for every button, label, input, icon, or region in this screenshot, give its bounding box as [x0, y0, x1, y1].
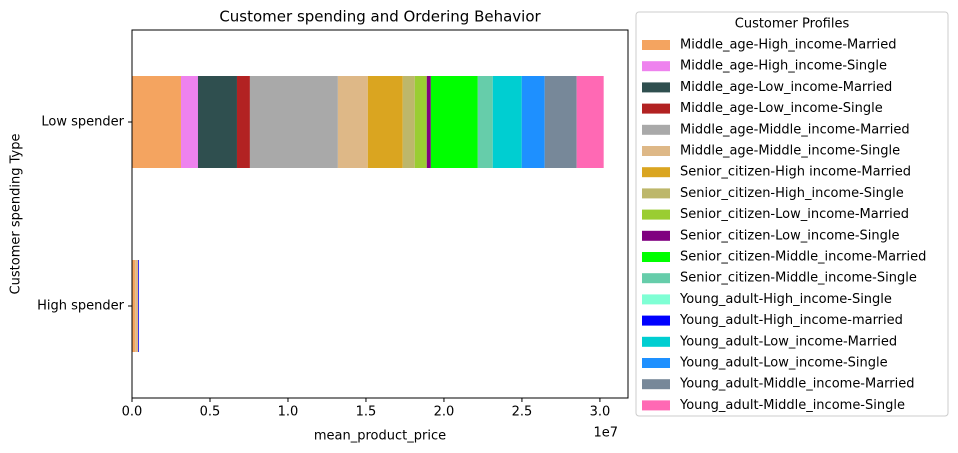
bar-segment — [521, 76, 545, 168]
legend-swatch — [642, 294, 670, 305]
legend-label: Young_adult-Low_income-Married — [679, 334, 897, 349]
legend-swatch — [642, 146, 670, 156]
legend-label: Senior_citizen-Low_income-Married — [680, 207, 909, 222]
legend-label: Senior_citizen-Middle_income-Single — [680, 271, 917, 286]
bar-segment — [426, 76, 431, 168]
legend-swatch — [642, 336, 670, 347]
legend-swatch — [642, 379, 670, 390]
x-tick-label: 2.0 — [434, 405, 455, 420]
legend-label: Senior_citizen-High_income-Single — [680, 186, 904, 201]
x-tick-label: 1.5 — [356, 405, 377, 420]
bar-segment — [477, 76, 493, 168]
legend-label: Middle_age-High_income-Single — [680, 59, 887, 74]
legend-swatch — [642, 358, 670, 368]
legend-label: Young_adult-Middle_income-Married — [679, 377, 915, 392]
legend-swatch — [642, 315, 670, 326]
legend-label: Young_adult-Middle_income-Single — [679, 398, 905, 413]
legend-label: Middle_age-Low_income-Married — [680, 80, 892, 95]
bar-segment — [138, 260, 140, 352]
y-tick-label: Low spender — [41, 115, 124, 130]
legend-swatch — [642, 103, 670, 114]
bar-segment — [197, 76, 237, 168]
x-tick-label: 2.5 — [512, 405, 533, 420]
x-tick-label: 0.5 — [200, 405, 221, 420]
legend-swatch — [642, 61, 670, 72]
legend-swatch — [642, 188, 670, 199]
bar-segment — [367, 76, 403, 168]
legend-swatch — [642, 40, 670, 50]
bar-segment — [414, 76, 427, 168]
legend-swatch — [642, 82, 670, 93]
x-offset-label: 1e7 — [593, 426, 618, 441]
bar-segment — [492, 76, 522, 168]
legend-label: Young_adult-High_income-married — [679, 313, 903, 328]
y-axis-label: Customer spending Type — [9, 134, 24, 295]
legend-label: Senior_citizen-High income-Married — [680, 165, 911, 180]
legend-swatch — [642, 252, 670, 262]
legend-swatch — [642, 230, 670, 241]
legend-swatch — [642, 273, 670, 284]
x-tick-label: 1.0 — [278, 405, 299, 420]
legend-label: Young_adult-High_income-Single — [679, 292, 892, 307]
legend-label: Middle_age-Middle_income-Married — [680, 122, 910, 137]
x-axis-label: mean_product_price — [314, 429, 446, 444]
bar-segment — [135, 260, 139, 352]
legend-swatch — [642, 209, 670, 220]
bar-segment — [236, 76, 250, 168]
legend-label: Middle_age-Low_income-Single — [680, 101, 883, 116]
legend-label: Middle_age-Middle_income-Single — [680, 144, 900, 159]
bar-segment — [402, 76, 415, 168]
x-tick-label: 3.0 — [590, 405, 611, 420]
legend-box — [635, 11, 949, 417]
legend-swatch — [642, 167, 670, 178]
bar-segment — [430, 76, 478, 168]
legend-label: Senior_citizen-Middle_income-Married — [680, 250, 926, 265]
chart-title: Customer spending and Ordering Behavior — [219, 8, 541, 26]
bar-segment — [337, 76, 368, 168]
legend-label: Senior_citizen-Low_income-Single — [680, 228, 900, 243]
bar-segment — [132, 76, 181, 168]
x-tick-label: 0.0 — [122, 405, 143, 420]
y-tick-label: High spender — [37, 299, 125, 314]
bar-segment — [180, 76, 198, 168]
legend-label: Middle_age-High_income-Married — [680, 38, 897, 53]
legend-title: Customer Profiles — [735, 17, 850, 32]
legend-swatch — [642, 400, 670, 411]
bar-segment — [132, 260, 136, 352]
legend-label: Young_adult-Low_income-Single — [679, 356, 888, 371]
legend-swatch — [642, 124, 670, 135]
plot-frame — [131, 29, 629, 399]
bar-segment — [576, 76, 604, 168]
bar-segment — [544, 76, 577, 168]
bar-segment — [249, 76, 338, 168]
